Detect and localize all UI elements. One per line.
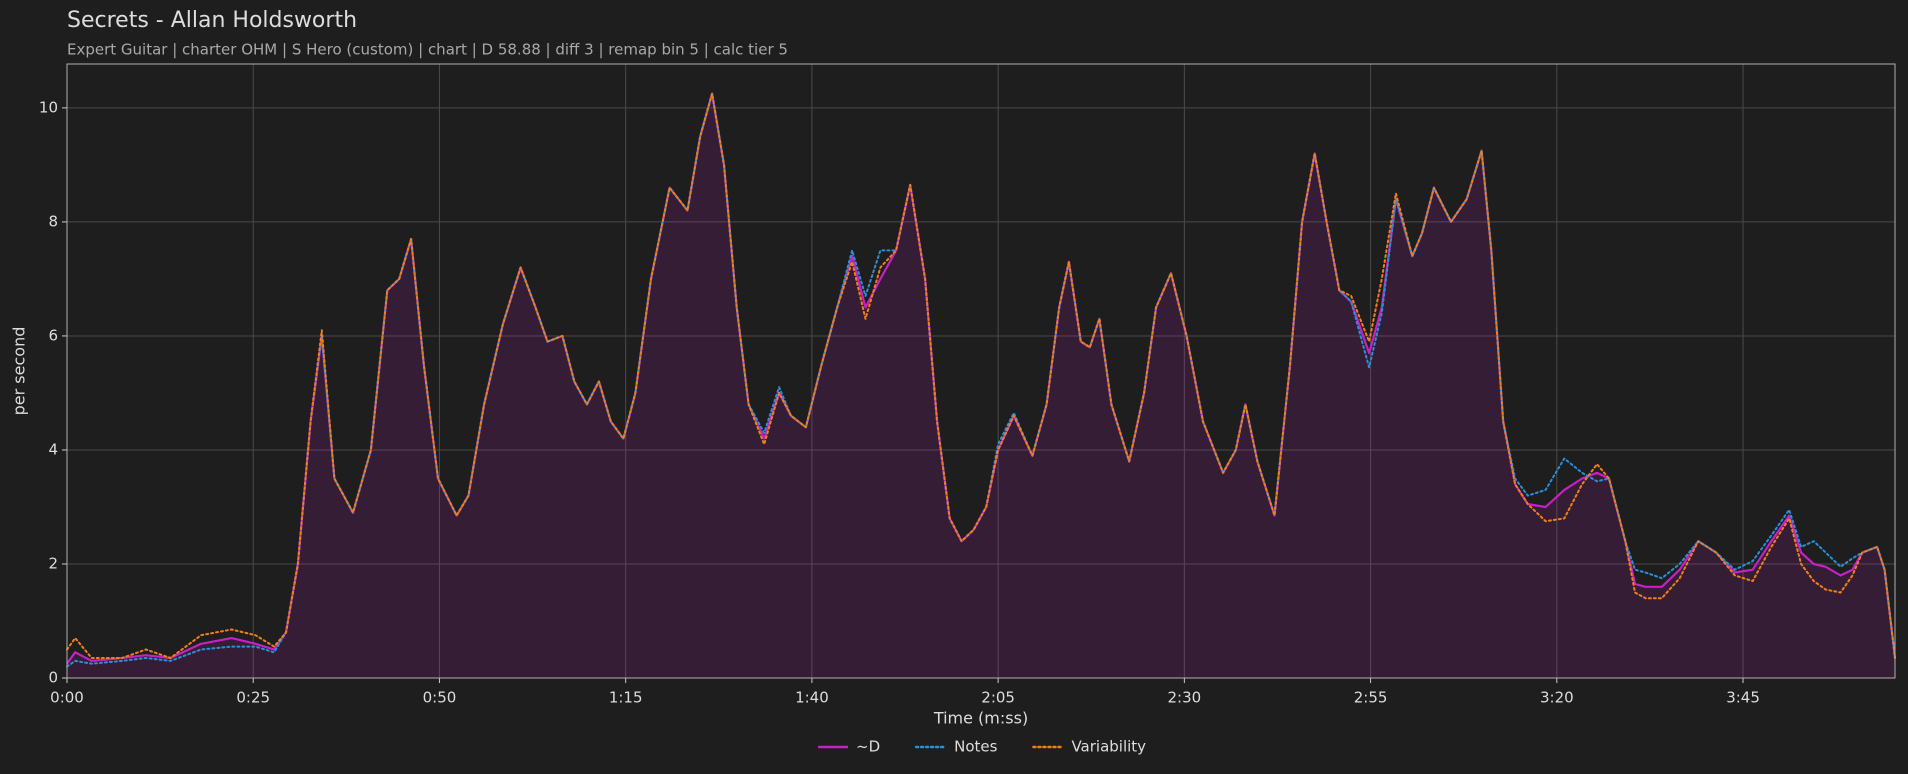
y-tick-label: 8 xyxy=(48,212,58,230)
line-2 xyxy=(66,92,1896,659)
y-tick-label: 0 xyxy=(48,669,58,687)
legend-label: Variability xyxy=(1071,738,1146,756)
y-axis-label: per second xyxy=(10,327,29,416)
legend-label: ~D xyxy=(856,738,880,756)
x-tick-label: 1:15 xyxy=(609,689,643,707)
area xyxy=(67,93,1895,679)
x-tick-label: 3:45 xyxy=(1726,689,1760,707)
x-tick-label: 0:50 xyxy=(423,689,457,707)
y-tick-label: 6 xyxy=(48,326,58,344)
y-tick-label: 4 xyxy=(48,440,58,458)
x-tick-label: 2:30 xyxy=(1168,689,1202,707)
x-tick-label: 0:25 xyxy=(236,689,270,707)
legend-label: Notes xyxy=(954,738,998,756)
chart-title: Secrets - Allan Holdsworth xyxy=(67,8,357,33)
x-tick-label: 0:00 xyxy=(50,689,84,707)
y-tick-label: 10 xyxy=(39,98,58,116)
x-tick-label: 2:55 xyxy=(1354,689,1388,707)
y-tick-label: 2 xyxy=(48,554,58,572)
x-tick-label: 3:20 xyxy=(1540,689,1574,707)
x-tick-label: 2:05 xyxy=(981,689,1015,707)
plot-frame xyxy=(66,63,1896,679)
x-axis-label: Time (m:ss) xyxy=(933,709,1028,728)
x-tick-label: 1:40 xyxy=(795,689,829,707)
chart-subtitle: Expert Guitar | charter OHM | S Hero (cu… xyxy=(67,41,788,59)
